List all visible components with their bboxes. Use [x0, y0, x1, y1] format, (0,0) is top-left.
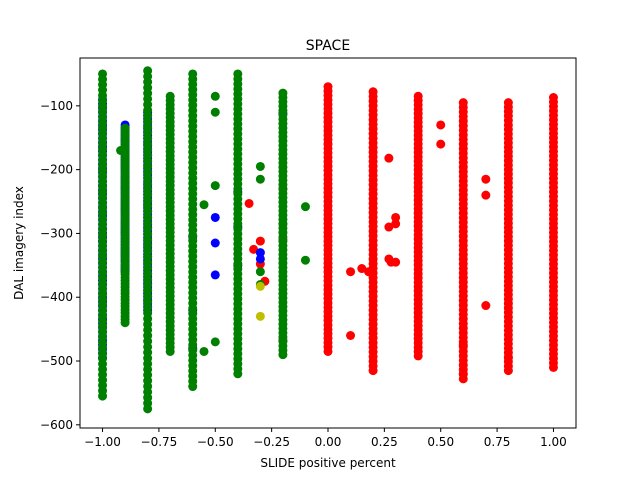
data-point [199, 200, 209, 210]
x-tick-label: −0.75 [141, 435, 178, 449]
x-axis: −1.00 −0.75 −0.50 −0.25 0.00 0.25 0.50 0.75 1.00 [84, 428, 567, 449]
y-tick-label: −500 [40, 354, 73, 368]
series-3-points [255, 281, 265, 321]
data-point [391, 257, 401, 267]
data-point [391, 219, 401, 229]
data-point [210, 337, 220, 347]
y-tick-label: −300 [40, 226, 73, 240]
data-point [323, 82, 333, 92]
x-axis-label: SLIDE positive percent [260, 456, 396, 470]
data-point [233, 69, 243, 79]
y-tick-label: −600 [40, 418, 73, 432]
y-tick-label: −400 [40, 290, 73, 304]
data-point [255, 161, 265, 171]
data-point [143, 66, 153, 76]
data-point [255, 254, 265, 264]
data-point [255, 281, 265, 291]
data-point [199, 346, 209, 356]
data-point [210, 91, 220, 101]
data-point [255, 248, 265, 258]
data-point [346, 331, 356, 340]
data-point [384, 153, 394, 163]
data-point [255, 311, 265, 321]
data-point [413, 91, 423, 101]
data-point [244, 198, 254, 208]
data-point [481, 301, 491, 311]
data-point [165, 91, 175, 101]
data-point [98, 69, 108, 79]
data-point [210, 212, 220, 222]
data-point [436, 120, 446, 130]
data-point [210, 107, 220, 117]
y-tick-label: −100 [40, 99, 73, 113]
data-point [481, 190, 491, 200]
data-point [255, 174, 265, 184]
data-point [481, 174, 491, 184]
data-point [368, 87, 378, 97]
y-axis: −600 −500 −400 −300 −200 −100 [40, 99, 80, 432]
data-point [346, 267, 356, 277]
data-point [384, 222, 394, 232]
data-point [300, 255, 310, 265]
series-2-points [98, 66, 310, 414]
data-point [249, 244, 259, 254]
x-tick-label: 0.50 [427, 435, 454, 449]
chart-title: SPACE [306, 38, 350, 54]
x-tick-label: 0.75 [484, 435, 511, 449]
data-point [188, 69, 198, 79]
data-point [300, 202, 310, 212]
data-point [364, 267, 374, 277]
data-point [116, 146, 126, 155]
x-tick-label: 0.00 [315, 435, 342, 449]
data-point [255, 267, 265, 277]
data-point [278, 88, 288, 98]
x-tick-label: −1.00 [84, 435, 121, 449]
x-tick-label: 0.25 [371, 435, 398, 449]
data-point [436, 139, 446, 149]
data-point [210, 181, 220, 191]
data-point [503, 353, 513, 363]
data-point [210, 238, 220, 248]
data-point [458, 340, 468, 350]
series-0-points [244, 82, 558, 384]
x-tick-label: −0.25 [253, 435, 290, 449]
data-point [503, 98, 513, 108]
data-point [458, 369, 468, 379]
data-point [548, 93, 558, 103]
data-point [210, 270, 220, 280]
data-point [120, 123, 130, 133]
data-point [255, 236, 265, 246]
x-tick-label: 1.00 [540, 435, 567, 449]
data-point [391, 212, 401, 222]
y-tick-label: −200 [40, 163, 73, 177]
x-tick-label: −0.50 [197, 435, 234, 449]
data-point [458, 98, 468, 108]
y-axis-label: DAL imagery index [12, 186, 26, 300]
data-points [98, 66, 558, 414]
data-point [357, 264, 367, 274]
